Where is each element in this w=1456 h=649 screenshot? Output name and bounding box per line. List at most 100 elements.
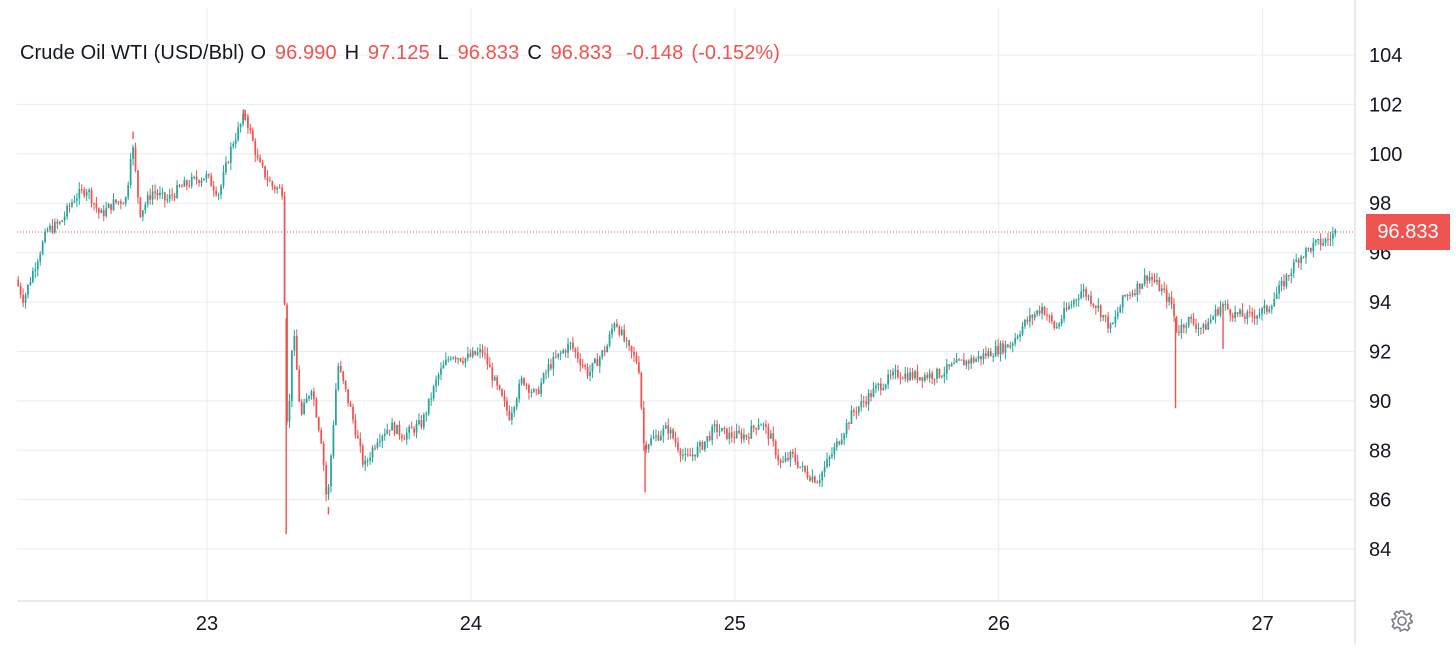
- candle-body: [1129, 294, 1131, 296]
- candle-body: [1229, 309, 1232, 316]
- candle-body: [965, 360, 968, 366]
- candle-body: [464, 358, 467, 363]
- candle-body: [1256, 315, 1258, 319]
- candle-body: [1268, 309, 1271, 312]
- gear-icon[interactable]: [1389, 608, 1415, 634]
- candle-body: [975, 359, 977, 362]
- candle-body: [821, 472, 824, 481]
- candle-body: [899, 377, 902, 379]
- candle-body: [833, 447, 836, 455]
- candle-body: [437, 374, 440, 380]
- candle-body: [359, 438, 362, 446]
- candle-body: [337, 365, 340, 390]
- candle-body: [765, 424, 767, 427]
- candle-body: [997, 346, 999, 355]
- candle-body: [906, 373, 909, 381]
- candle-body: [476, 352, 479, 355]
- candle-body: [789, 451, 792, 460]
- candle-body: [831, 454, 833, 457]
- candle-body: [229, 146, 232, 163]
- candle-body: [119, 201, 122, 204]
- candle-body: [677, 442, 679, 451]
- candle-body: [530, 391, 533, 393]
- symbol-name: Crude Oil WTI (USD/Bbl): [20, 42, 245, 64]
- candle-body: [63, 216, 66, 221]
- x-tick-label: 23: [196, 613, 218, 635]
- candle-body: [796, 461, 799, 468]
- candle-body: [168, 194, 171, 200]
- candle-body: [342, 371, 345, 381]
- candle-body: [107, 204, 110, 209]
- candle-body: [408, 426, 411, 433]
- candle-body: [909, 372, 912, 381]
- candle-body: [645, 443, 648, 450]
- candle-body: [1280, 280, 1283, 286]
- candle-body: [845, 422, 848, 435]
- candle-body: [572, 342, 574, 349]
- candle-body: [603, 350, 606, 353]
- y-tick-label: 104: [1369, 45, 1402, 67]
- candle-body: [581, 364, 584, 366]
- candle-body: [122, 203, 125, 205]
- candle-body: [281, 187, 284, 197]
- candle-body: [835, 441, 838, 448]
- candle-body: [327, 486, 330, 495]
- candle-body: [73, 200, 76, 203]
- candle-body: [356, 435, 359, 439]
- candle-body: [354, 419, 357, 436]
- x-tick-label: 27: [1252, 613, 1274, 635]
- candle-body: [88, 189, 90, 192]
- candle-body: [606, 345, 609, 353]
- candle-body: [1141, 283, 1144, 289]
- candle-body: [755, 428, 758, 430]
- candle-body: [427, 398, 430, 414]
- candle-body: [1307, 248, 1310, 250]
- candle-body: [102, 210, 105, 217]
- candle-body: [928, 373, 931, 378]
- candle-body: [989, 351, 992, 357]
- candle-body: [1165, 289, 1168, 302]
- low-label: L: [437, 42, 449, 64]
- candle-body: [647, 444, 650, 450]
- candle-body: [562, 350, 565, 353]
- candle-body: [745, 434, 748, 437]
- candle-body: [1309, 248, 1312, 252]
- candle-body: [1041, 306, 1043, 314]
- candle-body: [1283, 280, 1285, 287]
- candle-body: [718, 431, 721, 433]
- candle-body: [44, 231, 46, 242]
- candle-body: [652, 436, 655, 439]
- candle-body: [479, 349, 481, 353]
- candle-body: [308, 396, 310, 399]
- candle-body: [1163, 288, 1166, 290]
- candle-body: [1173, 303, 1175, 317]
- candle-body: [313, 391, 315, 400]
- candle-body: [791, 451, 794, 454]
- candle-body: [879, 383, 882, 391]
- candle-body: [371, 447, 374, 458]
- candle-body: [752, 425, 755, 429]
- candle-body: [271, 181, 274, 187]
- candle-body: [459, 358, 462, 361]
- candle-body: [855, 411, 858, 413]
- candle-body: [124, 197, 127, 204]
- candle-body: [303, 403, 305, 415]
- candle-body: [376, 442, 379, 448]
- candle-body: [730, 432, 733, 438]
- candle-body: [518, 383, 521, 400]
- candle-body: [137, 170, 139, 198]
- candle-body: [1226, 303, 1229, 310]
- candle-body: [787, 457, 789, 460]
- candle-body: [853, 410, 855, 412]
- candle-body: [523, 378, 525, 385]
- candle-body: [1241, 309, 1244, 317]
- candle-body: [1290, 272, 1293, 276]
- candle-body: [190, 176, 193, 186]
- candle-body: [410, 426, 413, 429]
- candle-body: [569, 342, 572, 344]
- candle-body: [1136, 283, 1139, 295]
- candle-body: [1107, 316, 1109, 329]
- candle-body: [542, 373, 545, 383]
